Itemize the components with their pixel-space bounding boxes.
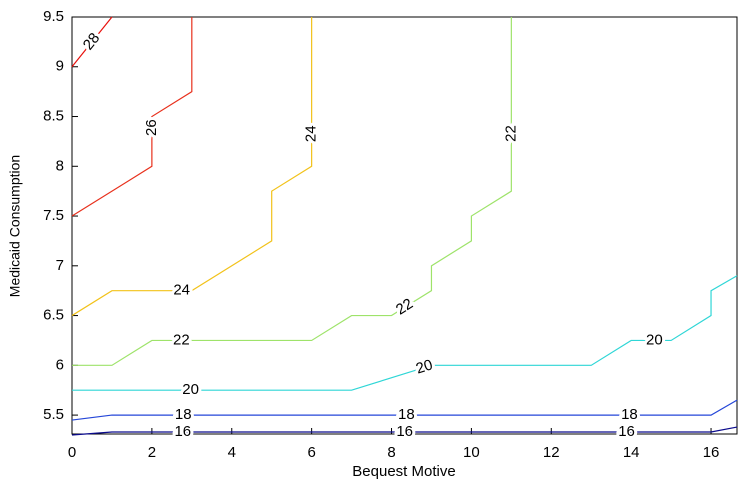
contour-label: 26 [143, 119, 160, 136]
contour-label: 22 [173, 331, 190, 348]
contour-line [72, 275, 738, 391]
contour-label: 18 [621, 406, 638, 423]
y-tick-label: 6 [56, 356, 64, 373]
x-tick-label: 14 [623, 444, 640, 461]
contour-line [71, 16, 113, 68]
x-tick-label: 12 [543, 444, 560, 461]
contour-label: 20 [414, 356, 435, 377]
contour-label: 18 [175, 406, 192, 423]
y-tick-label: 7 [56, 257, 64, 274]
contour-label: 18 [398, 406, 415, 423]
plot-frame [71, 16, 738, 435]
x-tick-label: 10 [463, 444, 480, 461]
contour-label: 16 [618, 423, 635, 440]
x-tick-label: 2 [148, 444, 156, 461]
contour-label: 24 [303, 125, 320, 142]
contour-label: 22 [393, 295, 416, 318]
y-tick-label: 6.5 [43, 307, 64, 324]
contour-line [71, 17, 193, 217]
x-axis-label: Bequest Motive [352, 463, 455, 480]
contour-label: 24 [173, 282, 190, 299]
contour-label: 16 [396, 423, 413, 440]
y-tick-label: 8.5 [43, 107, 64, 124]
contour-line [71, 17, 313, 317]
y-tick-label: 7.5 [43, 207, 64, 224]
y-tick-label: 8 [56, 157, 64, 174]
y-tick-label: 9.5 [43, 8, 64, 25]
contour-label: 28 [80, 30, 104, 54]
contour-line [72, 17, 512, 366]
contour-label: 20 [646, 331, 663, 348]
x-tick-label: 16 [703, 444, 720, 461]
x-tick-label: 6 [307, 444, 315, 461]
contour-line [71, 399, 738, 421]
contour-label: 16 [174, 423, 191, 440]
y-tick-label: 5.5 [43, 406, 64, 423]
contour-label: 22 [502, 125, 519, 142]
contour-line [71, 426, 738, 436]
x-tick-label: 4 [228, 444, 236, 461]
x-tick-label: 0 [68, 444, 76, 461]
y-tick-label: 9 [56, 58, 64, 75]
x-tick-label: 8 [387, 444, 395, 461]
y-axis-label: Medicaid Consumption [7, 155, 23, 297]
contour-label: 20 [182, 381, 199, 398]
